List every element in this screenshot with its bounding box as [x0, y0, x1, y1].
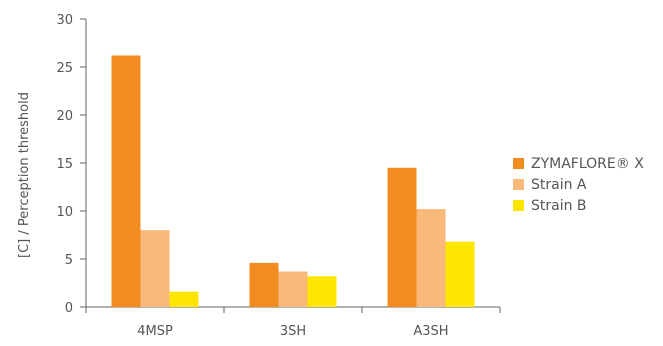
bar [387, 167, 417, 307]
x-tick-label: 3SH [280, 324, 306, 339]
y-tick-label: 5 [65, 253, 73, 268]
bar [169, 291, 199, 307]
bar [278, 271, 308, 307]
legend-swatch [513, 179, 524, 190]
bar [249, 262, 279, 307]
y-tick-label: 20 [56, 109, 73, 124]
legend-label: Strain A [531, 177, 587, 193]
bar [445, 241, 475, 307]
x-axis: 4MSP 3SH A3SH [85, 306, 501, 339]
y-tick-label: 15 [56, 157, 73, 172]
x-tick-label: A3SH [413, 324, 448, 339]
y-tick-label: 30 [56, 13, 73, 28]
legend-label: ZYMAFLORE® X [531, 156, 644, 172]
y-axis: 0 5 10 15 20 25 30 [56, 13, 87, 316]
bars [111, 55, 475, 308]
bar [416, 209, 446, 307]
y-tick-label: 10 [56, 205, 73, 220]
legend-label: Strain B [531, 198, 587, 214]
x-tick-label: 4MSP [137, 324, 173, 339]
y-axis-label: [C] / Perception threshold [17, 92, 32, 258]
y-tick-label: 0 [65, 301, 73, 316]
y-tick-label: 25 [56, 61, 73, 76]
bar [111, 55, 141, 308]
legend-swatch [513, 158, 524, 169]
legend: ZYMAFLORE® X Strain A Strain B [513, 156, 644, 214]
legend-swatch [513, 200, 524, 211]
bar [307, 276, 337, 307]
bar [140, 230, 170, 307]
